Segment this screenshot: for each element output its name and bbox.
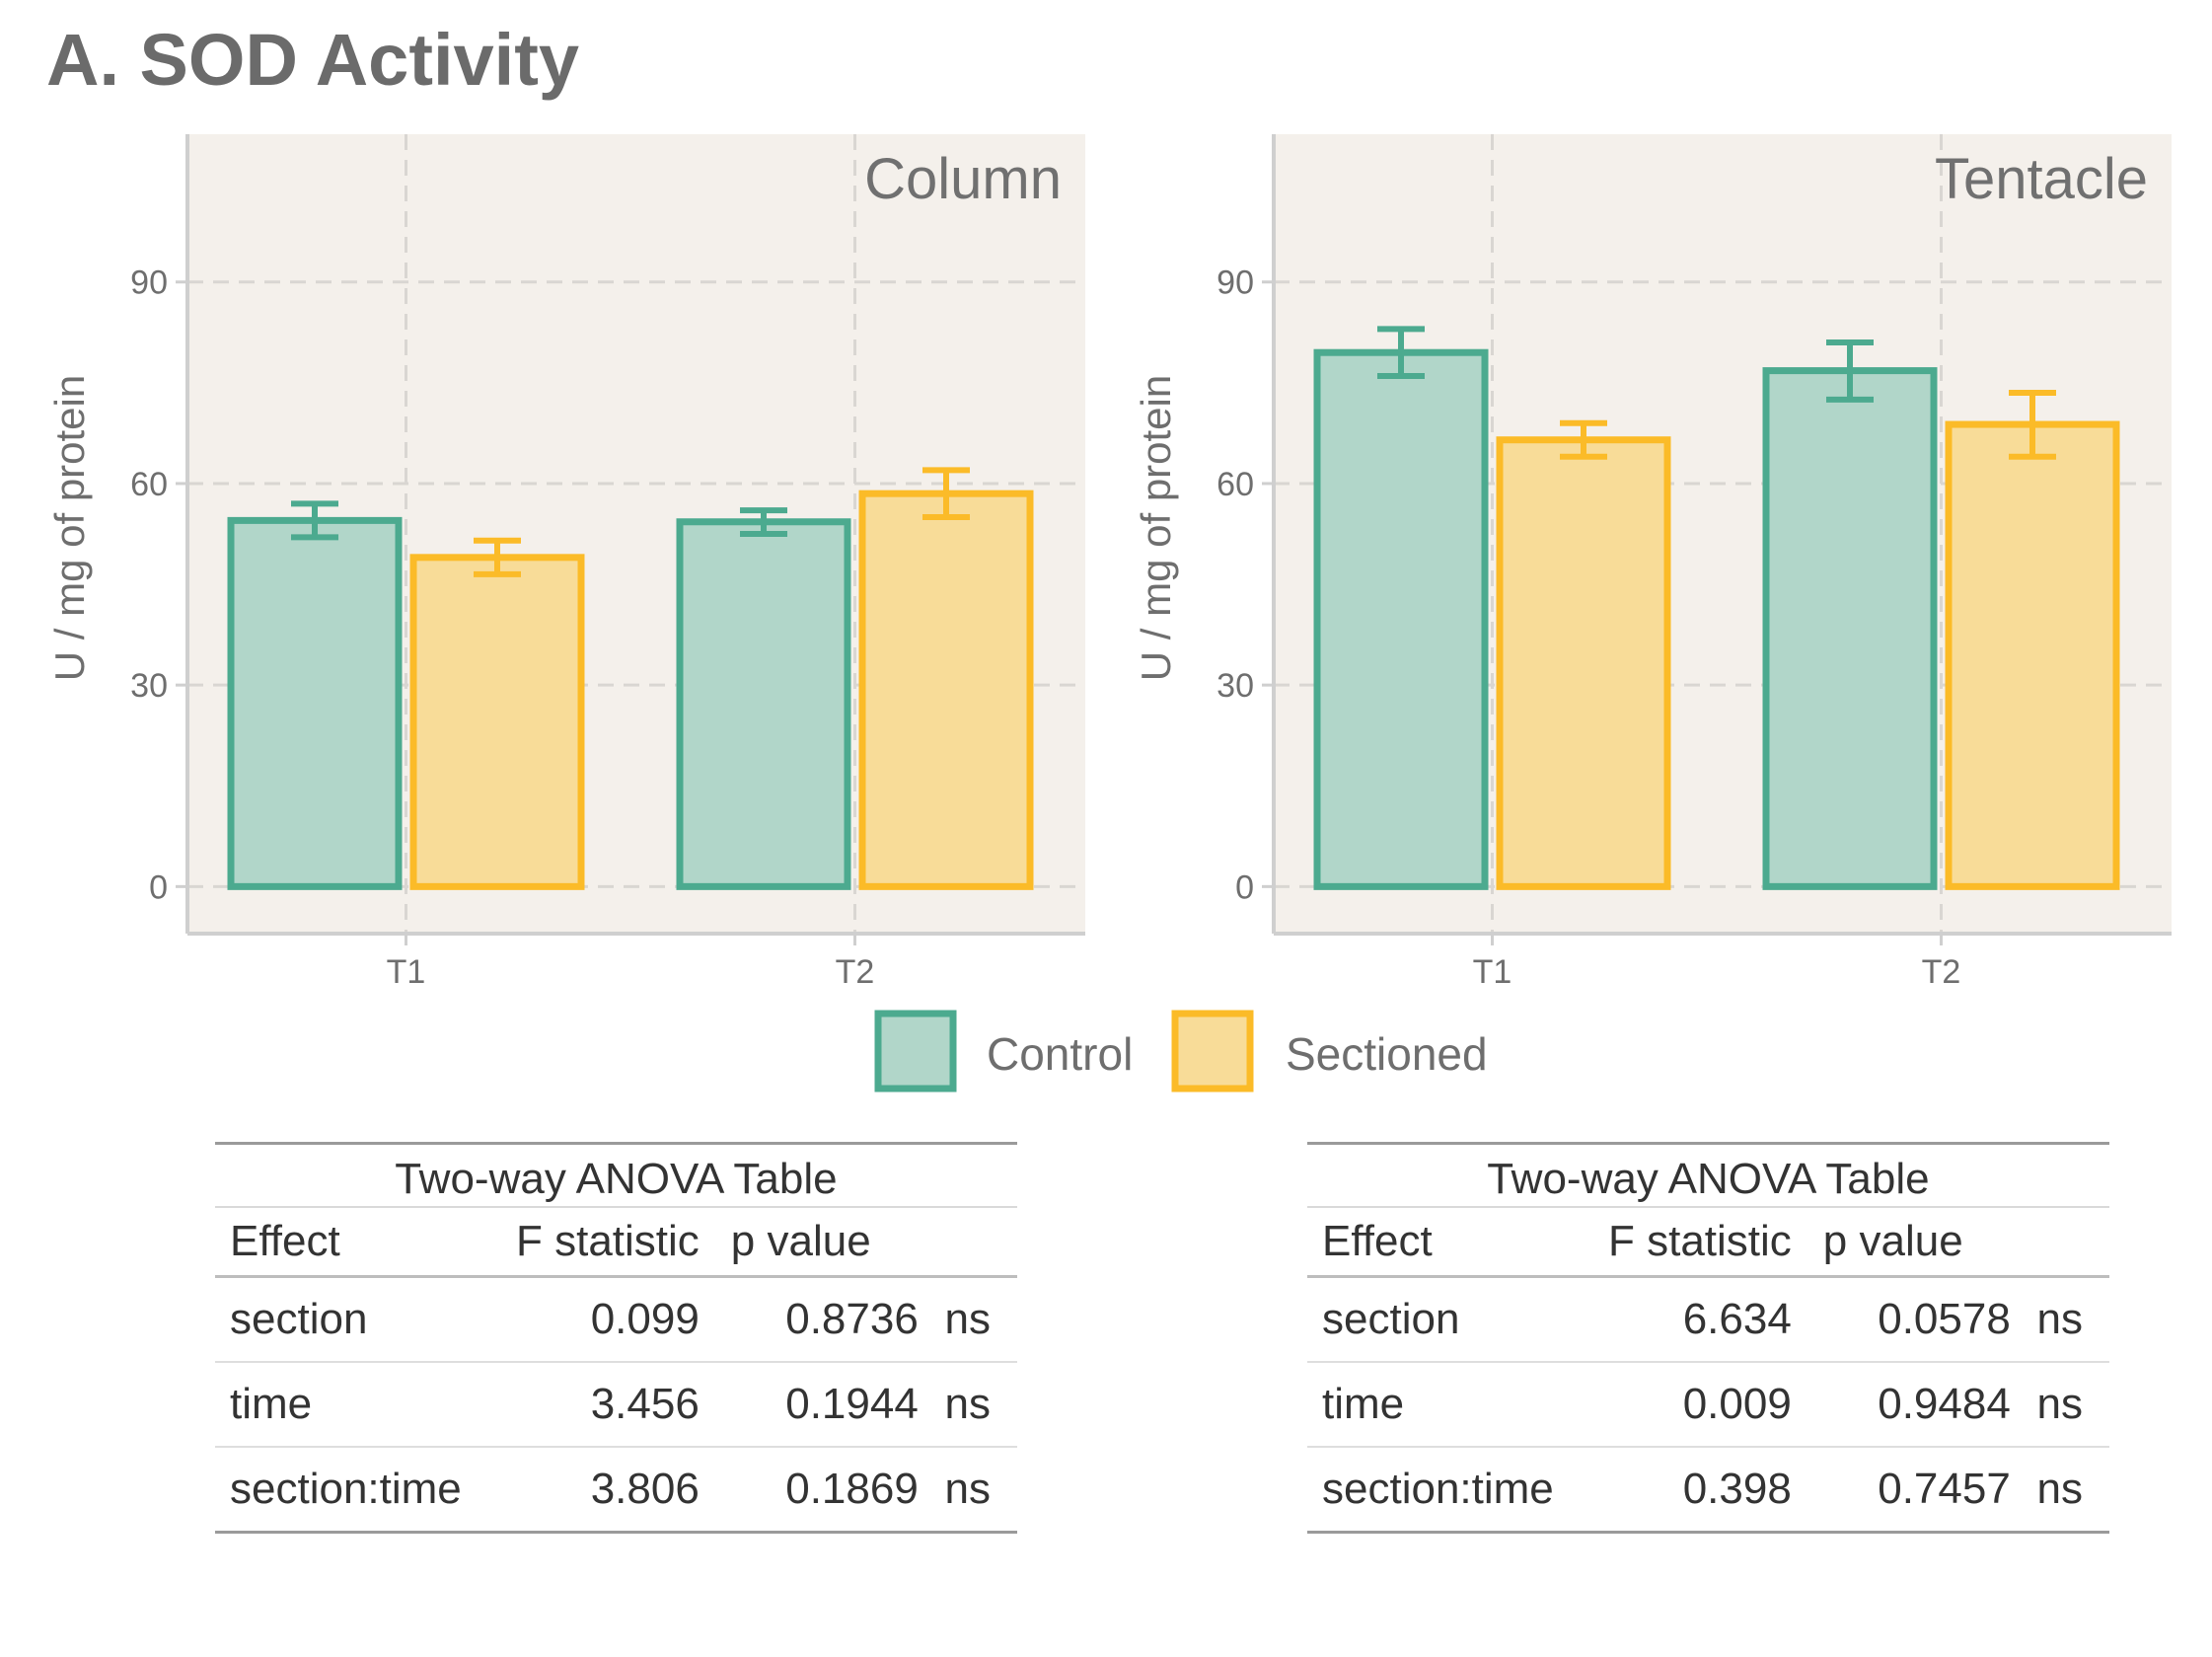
header-p-value: p value [1791, 1206, 2011, 1278]
cell-sig: ns [918, 1276, 1017, 1363]
legend: Control Sectioned [874, 1010, 1488, 1092]
cell-f: 3.456 [516, 1362, 700, 1448]
legend-swatch-sectioned [1171, 1010, 1254, 1092]
cell-p: 0.1944 [699, 1362, 919, 1448]
cell-sig: ns [2010, 1447, 2109, 1534]
table-row: section 0.099 0.8736 ns [215, 1276, 1017, 1363]
cell-effect: section:time [1307, 1447, 1608, 1534]
cell-f: 0.099 [516, 1276, 700, 1363]
anova-table-column: Two-way ANOVA Table Effect F statistic p… [215, 1142, 1017, 1534]
table-row: time 0.009 0.9484 ns [1307, 1362, 2109, 1448]
table-row: section:time 0.398 0.7457 ns [1307, 1447, 2109, 1534]
y-axis-title: U / mg of protein [1133, 375, 1179, 681]
cell-effect: section [215, 1276, 516, 1363]
cell-f: 3.806 [516, 1447, 700, 1534]
cell-effect: time [1307, 1362, 1608, 1448]
bar-sectioned-t2 [1945, 420, 2120, 890]
header-f-statistic: F statistic [516, 1206, 700, 1278]
cell-sig: ns [918, 1447, 1017, 1534]
table-row: section:time 3.806 0.1869 ns [215, 1447, 1017, 1534]
x-tick-label: T2 [836, 953, 875, 991]
header-p-value: p value [699, 1206, 919, 1278]
page-title: A. SOD Activity [46, 19, 580, 101]
bar-sectioned-t1 [409, 554, 585, 890]
cell-sig: ns [918, 1362, 1017, 1448]
legend-label-control: Control [987, 1028, 1133, 1080]
anova-table-tentacle: Two-way ANOVA Table Effect F statistic p… [1307, 1142, 2109, 1534]
y-tick-label: 90 [1217, 264, 1254, 302]
legend-swatch-control [874, 1010, 957, 1092]
cell-sig: ns [2010, 1276, 2109, 1363]
cell-p: 0.8736 [699, 1276, 919, 1363]
table-caption: Two-way ANOVA Table [1307, 1142, 2109, 1207]
x-tick-label: T1 [387, 953, 426, 991]
cell-p: 0.1869 [699, 1447, 919, 1534]
y-axis-title: U / mg of protein [46, 375, 93, 681]
cell-f: 6.634 [1608, 1276, 1792, 1363]
cell-effect: section:time [215, 1447, 516, 1534]
bar-sectioned-t2 [858, 490, 1034, 890]
table-row: section 6.634 0.0578 ns [1307, 1276, 2109, 1363]
y-tick-label: 0 [1235, 868, 1254, 906]
cell-effect: time [215, 1362, 516, 1448]
panel-label: Tentacle [1935, 147, 2148, 211]
chart-area: 0 30 60 90 T1 T2 Column U / mg of protein 0 30 60… [46, 134, 2172, 1092]
bar-sectioned-t1 [1496, 436, 1671, 890]
table-row: time 3.456 0.1944 ns [215, 1362, 1017, 1448]
cell-effect: section [1307, 1276, 1608, 1363]
x-tick-label: T2 [1922, 953, 1961, 991]
bar-control-t1 [227, 516, 403, 890]
cell-sig: ns [2010, 1362, 2109, 1448]
y-tick-label: 0 [149, 868, 168, 906]
header-effect: Effect [1307, 1206, 1608, 1278]
cell-p: 0.7457 [1791, 1447, 2011, 1534]
chart-panel-column: 0 30 60 90 T1 T2 Column U / mg of protein [46, 134, 1085, 991]
y-tick-label: 30 [130, 667, 168, 705]
cell-p: 0.0578 [1791, 1276, 2011, 1363]
chart-panel-tentacle: 0 30 60 90 T1 T2 Tentacle U / mg of protein [1133, 134, 2172, 991]
header-f-statistic: F statistic [1608, 1206, 1792, 1278]
bar-control-t2 [676, 518, 851, 890]
cell-f: 0.009 [1608, 1362, 1792, 1448]
y-tick-label: 90 [130, 264, 168, 302]
header-significance [918, 1206, 1017, 1278]
x-tick-label: T1 [1473, 953, 1512, 991]
y-tick-label: 60 [1217, 466, 1254, 503]
panel-label: Column [864, 147, 1062, 211]
cell-p: 0.9484 [1791, 1362, 2011, 1448]
cell-f: 0.398 [1608, 1447, 1792, 1534]
header-significance [2010, 1206, 2109, 1278]
bar-control-t2 [1762, 367, 1938, 890]
bar-control-t1 [1313, 348, 1489, 890]
legend-label-sectioned: Sectioned [1286, 1028, 1488, 1080]
table-caption: Two-way ANOVA Table [215, 1142, 1017, 1207]
y-tick-label: 30 [1217, 667, 1254, 705]
header-effect: Effect [215, 1206, 516, 1278]
y-tick-label: 60 [130, 466, 168, 503]
